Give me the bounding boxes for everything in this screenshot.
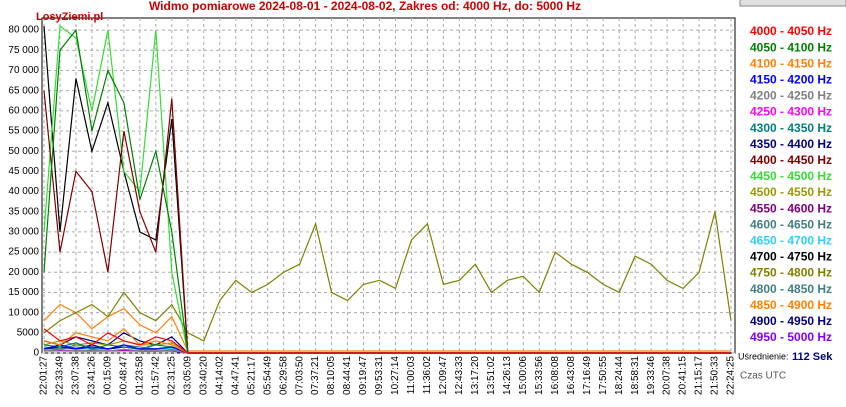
legend-entry: 4450 - 4500 Hz	[750, 169, 832, 183]
x-tick-label: 07:37:21	[310, 356, 321, 395]
x-tick-label: 04:14:02	[214, 356, 225, 395]
y-tick-label: 50 000	[8, 146, 39, 157]
y-tick-label: 5000	[17, 327, 40, 338]
series-line	[43, 328, 731, 354]
x-tick-label: 20:41:15	[678, 356, 689, 395]
x-tick-label: 23:07:38	[71, 356, 82, 395]
legend-entry: 4650 - 4700 Hz	[750, 233, 832, 247]
x-tick-label: 07:03:50	[294, 356, 305, 395]
x-tick-label: 08:10:05	[326, 356, 337, 395]
x-tick-label: 13:17:20	[470, 356, 481, 395]
x-tick-label: 14:26:13	[502, 356, 513, 395]
y-tick-label: 45 000	[8, 166, 39, 177]
x-tick-label: 00:48:47	[119, 356, 130, 395]
legend-entry: 4250 - 4300 Hz	[750, 105, 832, 119]
x-tick-label: 05:21:17	[246, 356, 257, 395]
y-tick-label: 30 000	[8, 227, 39, 238]
x-tick-label: 03:05:09	[182, 356, 193, 395]
legend-entry: 4150 - 4200 Hz	[750, 72, 832, 86]
x-tick-label: 00:15:09	[103, 356, 114, 395]
legend-entry: 4600 - 4650 Hz	[750, 217, 832, 231]
y-tick-label: 60 000	[8, 105, 39, 116]
toolbar-button[interactable]	[739, 0, 846, 7]
y-tick-label: 65 000	[8, 85, 39, 96]
x-tick-label: 16:43:08	[566, 356, 577, 395]
x-tick-label: 10:27:14	[390, 356, 401, 395]
x-tick-label: 15:33:56	[534, 356, 545, 395]
x-tick-label: 11:00:03	[406, 356, 417, 395]
x-tick-label: 18:24:44	[614, 356, 625, 395]
series-line	[43, 303, 731, 352]
y-tick-label: 55 000	[8, 126, 39, 137]
y-tick-label: 15 000	[8, 287, 39, 298]
x-tick-label: 22:33:49	[55, 356, 66, 395]
y-tick-label: 80 000	[8, 25, 39, 36]
x-tick-label: 23:41:26	[87, 356, 98, 395]
x-tick-label: 22:01:27	[39, 356, 50, 395]
x-tick-label: 05:54:49	[262, 356, 273, 395]
x-tick-label: 09:53:31	[374, 356, 385, 395]
legend-entry: 4800 - 4850 Hz	[750, 282, 832, 296]
x-tick-label: 04:47:41	[230, 356, 241, 395]
x-tick-label: 19:33:46	[646, 356, 657, 395]
x-tick-label: 15:00:06	[518, 356, 529, 395]
x-tick-label: 16:08:08	[550, 356, 561, 395]
legend-entry: 4550 - 4600 Hz	[750, 201, 832, 215]
x-tick-label: 21:50:33	[710, 356, 721, 395]
legend-entry: 4350 - 4400 Hz	[750, 137, 832, 151]
x-tick-label: 20:07:38	[662, 356, 673, 395]
x-tick-label: 09:19:47	[358, 356, 369, 395]
y-tick-label: 0	[33, 348, 39, 359]
legend-entry: 4050 - 4100 Hz	[750, 40, 832, 54]
y-tick-label: 40 000	[8, 186, 39, 197]
averaging-value: 112 Sek	[792, 351, 833, 363]
legend-entry: 4900 - 4950 Hz	[750, 314, 832, 328]
watermark: LosyZiemi.pl	[36, 11, 103, 23]
x-tick-label: 01:23:58	[135, 356, 146, 395]
legend-entry: 4950 - 5000 Hz	[750, 330, 832, 344]
legend-entry: 4750 - 4800 Hz	[750, 266, 832, 280]
x-tick-label: 12:09:47	[438, 356, 449, 395]
x-tick-label: 21:15:17	[694, 356, 705, 395]
legend-entry: 4850 - 4900 Hz	[750, 298, 832, 312]
y-tick-label: 35 000	[8, 206, 39, 217]
x-tick-label: 17:16:49	[582, 356, 593, 395]
x-tick-label: 11:36:02	[422, 356, 433, 395]
chart-title: Widmo pomiarowe 2024-08-01 - 2024-08-02,…	[149, 0, 581, 13]
averaging-label: Uśrednienie:	[738, 351, 789, 361]
x-tick-label: 12:43:33	[454, 356, 465, 395]
y-tick-label: 20 000	[8, 267, 39, 278]
legend-entry: 4300 - 4350 Hz	[750, 121, 832, 135]
x-tick-label: 01:57:42	[150, 356, 161, 395]
x-tick-label: 06:29:58	[278, 356, 289, 395]
x-tick-label: 02:31:25	[166, 356, 177, 395]
y-tick-label: 10 000	[8, 307, 39, 318]
y-tick-label: 75 000	[8, 45, 39, 56]
x-tick-label: 13:51:02	[486, 356, 497, 395]
x-tick-label: 03:40:20	[198, 356, 209, 395]
x-tick-label: 17:50:55	[598, 356, 609, 395]
legend-entry: 4700 - 4750 Hz	[750, 250, 832, 264]
legend-entry: 4100 - 4150 Hz	[750, 56, 832, 70]
legend-entry: 4000 - 4050 Hz	[750, 24, 832, 38]
x-tick-label: 22:24:25	[726, 356, 737, 395]
time-label: Czas UTC	[740, 371, 786, 382]
plot-area	[41, 17, 736, 354]
y-tick-label: 25 000	[8, 247, 39, 258]
x-tick-label: 18:58:31	[630, 356, 641, 395]
x-tick-label: 08:44:41	[342, 356, 353, 395]
legend-entry: 4400 - 4450 Hz	[750, 153, 832, 167]
legend-entry: 4200 - 4250 Hz	[750, 89, 832, 103]
y-tick-label: 70 000	[8, 65, 39, 76]
series-line	[43, 211, 732, 342]
legend-entry: 4500 - 4550 Hz	[750, 185, 832, 199]
